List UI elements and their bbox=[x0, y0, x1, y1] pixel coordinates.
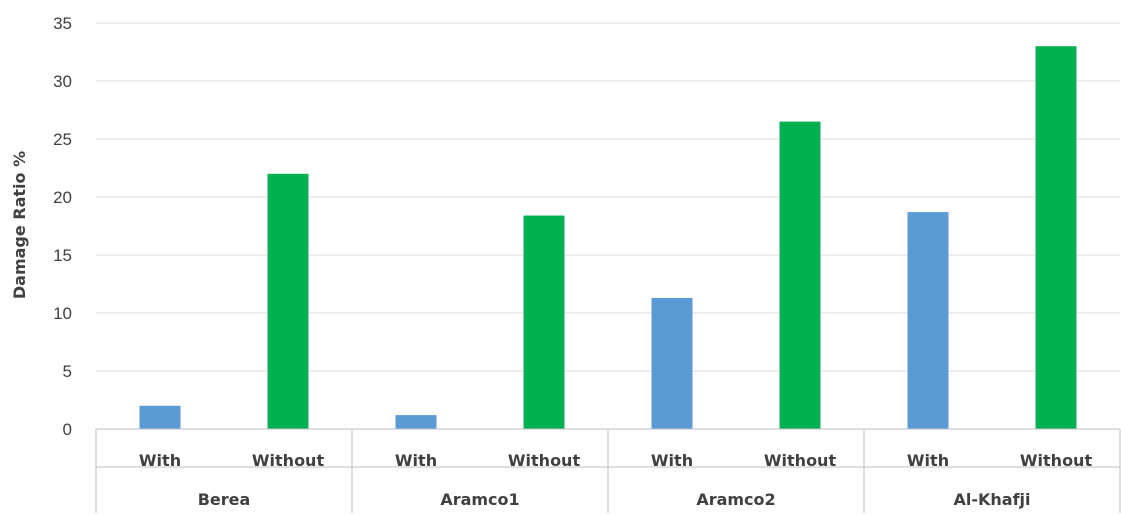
y-axis-label: Damage Ratio % bbox=[10, 151, 29, 299]
gridlines bbox=[96, 22, 1120, 430]
x-category-label: Without bbox=[1020, 451, 1093, 470]
x-group-label: Al-Khafji bbox=[953, 490, 1030, 509]
x-axis: With Without Berea With Without Aramco1 With Wi… bbox=[95, 428, 1121, 513]
y-tick-label: 5 bbox=[63, 362, 72, 381]
bar-al-khafji-without bbox=[1035, 46, 1077, 429]
y-tick-label: 30 bbox=[53, 72, 72, 91]
bar-berea-with bbox=[139, 405, 181, 429]
bar-aramco1-with bbox=[395, 415, 437, 429]
bar-berea-without bbox=[267, 173, 309, 429]
x-category-label: With bbox=[139, 451, 181, 470]
x-category-label: With bbox=[651, 451, 693, 470]
x-category-label: Without bbox=[764, 451, 837, 470]
y-tick-label: 20 bbox=[53, 188, 72, 207]
y-tick-label: 10 bbox=[53, 304, 72, 323]
y-tick-label: 0 bbox=[63, 420, 72, 439]
bars bbox=[139, 46, 1077, 429]
x-category-label: With bbox=[907, 451, 949, 470]
x-group-label: Aramco2 bbox=[696, 490, 775, 509]
x-group-label: Berea bbox=[198, 490, 251, 509]
bar-aramco2-without bbox=[779, 121, 821, 429]
x-category-label: Without bbox=[252, 451, 325, 470]
bar-al-khafji-with bbox=[907, 212, 949, 429]
y-axis-ticks: 0 5 10 15 20 25 30 35 bbox=[53, 14, 72, 439]
y-tick-label: 15 bbox=[53, 246, 72, 265]
x-group-label: Aramco1 bbox=[440, 490, 519, 509]
x-category-label: With bbox=[395, 451, 437, 470]
y-tick-label: 35 bbox=[53, 14, 72, 33]
x-category-label: Without bbox=[508, 451, 581, 470]
bar-aramco2-with bbox=[651, 297, 693, 429]
bar-aramco1-without bbox=[523, 215, 565, 429]
y-tick-label: 25 bbox=[53, 130, 72, 149]
